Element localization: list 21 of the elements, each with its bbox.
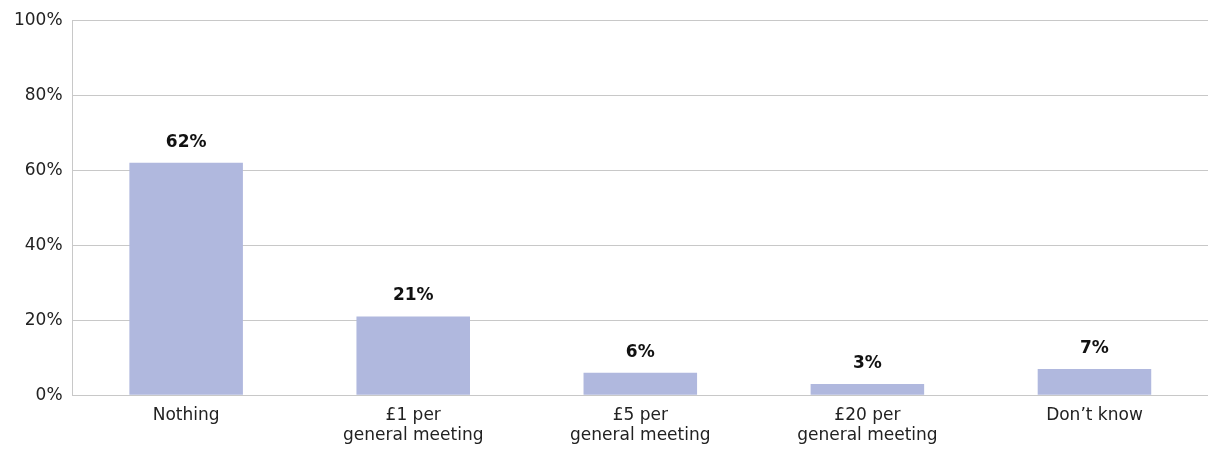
x-tick-label: £20 per general meeting xyxy=(797,403,938,445)
bar xyxy=(1037,368,1152,395)
y-tick-label: 0% xyxy=(35,383,63,404)
y-tick-label: 80% xyxy=(24,83,63,104)
y-tick-label: 100% xyxy=(13,8,63,29)
bar xyxy=(810,383,925,395)
data-label: 6% xyxy=(625,340,655,361)
x-tick-label: £1 per general meeting xyxy=(342,403,484,445)
y-tick-label: 40% xyxy=(24,233,63,254)
bar xyxy=(583,372,698,395)
y-tick-label: 20% xyxy=(24,308,63,329)
bar xyxy=(129,162,243,395)
data-label: 62% xyxy=(165,130,207,151)
bar xyxy=(356,316,470,395)
x-tick-label: Nothing xyxy=(152,403,220,424)
data-label: 21% xyxy=(392,284,434,305)
x-tick-label: Don’t know xyxy=(1046,403,1143,424)
x-tick-label: £5 per general meeting xyxy=(570,403,711,445)
data-label: 7% xyxy=(1080,336,1109,357)
data-label: 3% xyxy=(852,351,882,372)
y-tick-label: 60% xyxy=(24,158,63,179)
